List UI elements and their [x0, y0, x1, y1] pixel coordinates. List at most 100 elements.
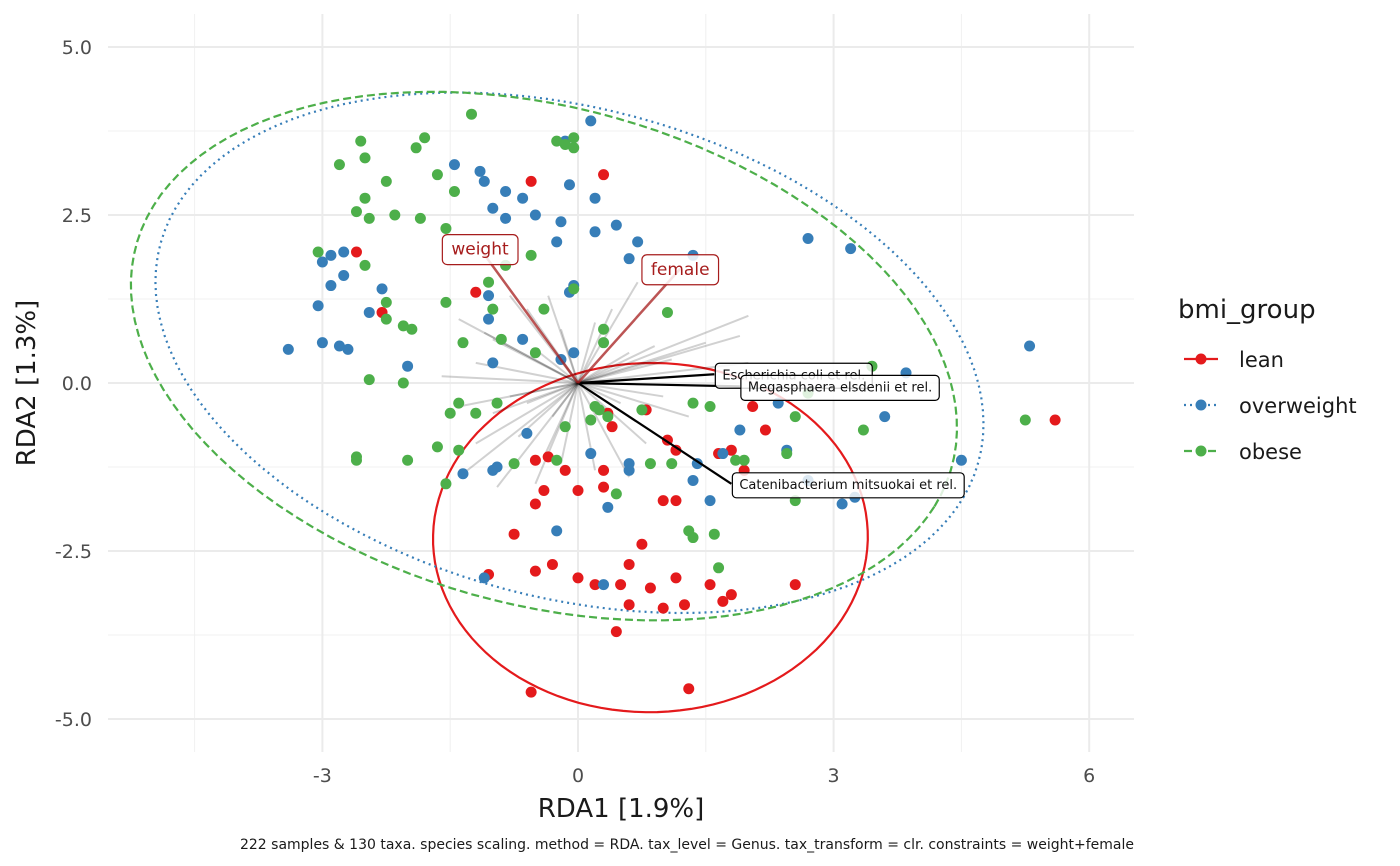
constraint-vectors: weight female	[441, 234, 720, 384]
point-lean	[759, 424, 771, 436]
point-overweight	[632, 236, 644, 248]
point-obese	[525, 249, 537, 261]
point-overweight	[363, 306, 375, 318]
taxon-vector	[577, 382, 664, 398]
point-obese	[789, 411, 801, 423]
point-obese	[559, 138, 571, 150]
point-lean	[615, 579, 627, 591]
point-obese	[559, 421, 571, 433]
point-obese	[483, 276, 495, 288]
point-obese	[585, 414, 597, 426]
point-lean	[538, 485, 550, 497]
point-obese	[538, 303, 550, 315]
taxon-label-text: Megasphaera elsdenii et rel.	[748, 380, 932, 395]
point-obese	[687, 532, 699, 544]
point-obese	[402, 454, 414, 466]
point-lean	[679, 599, 690, 611]
point-obese	[610, 488, 622, 500]
point-obese	[448, 185, 460, 197]
point-overweight	[563, 179, 575, 191]
point-lean	[572, 572, 584, 584]
point-obese	[644, 458, 656, 470]
taxon-vector	[492, 382, 579, 415]
point-overweight	[448, 159, 460, 171]
taxon-vector	[577, 351, 630, 384]
point-overweight	[500, 185, 512, 197]
point-lean	[670, 444, 682, 456]
point-overweight	[551, 525, 563, 537]
point-obese	[333, 159, 345, 171]
point-obese	[1019, 414, 1031, 426]
point-lean	[683, 683, 695, 695]
point-obese	[508, 458, 520, 470]
legend-title: bmi_group	[1178, 295, 1316, 325]
point-overweight	[623, 464, 635, 476]
ellipse-lean	[432, 361, 869, 714]
point-obese	[781, 448, 793, 460]
point-obese	[440, 222, 452, 234]
point-overweight	[474, 165, 486, 177]
taxon-vector	[441, 375, 579, 384]
point-lean	[657, 495, 669, 507]
constraint-label-text: weight	[451, 240, 509, 260]
point-lean	[606, 421, 618, 433]
point-overweight	[845, 243, 857, 255]
point-obese	[466, 108, 477, 120]
point-overweight	[316, 337, 328, 349]
point-obese	[350, 206, 362, 218]
taxon-label-box	[731, 472, 965, 499]
point-overweight	[500, 212, 512, 224]
point-obese	[359, 192, 371, 204]
point-lean	[598, 481, 610, 493]
taxon-vector	[577, 314, 749, 384]
point-obese	[551, 454, 563, 466]
point-overweight	[325, 280, 337, 292]
point-obese	[397, 377, 409, 389]
legend-label: lean	[1239, 348, 1284, 372]
point-overweight	[487, 357, 499, 369]
point-obese	[857, 424, 869, 436]
x-tick-label: 3	[828, 765, 840, 787]
point-overweight	[623, 253, 635, 265]
y-tick-label: 2.5	[62, 205, 92, 227]
point-overweight	[376, 283, 388, 295]
legend-label: obese	[1239, 440, 1302, 464]
point-overweight	[1024, 340, 1036, 352]
point-lean	[1049, 414, 1061, 426]
point-lean	[657, 602, 669, 614]
point-overweight	[312, 300, 324, 312]
taxon-vector	[466, 382, 579, 472]
taxon-vector	[577, 334, 741, 384]
point-overweight	[610, 219, 622, 231]
point-obese	[380, 296, 392, 308]
point-overweight	[402, 360, 414, 372]
point-obese	[666, 458, 678, 470]
point-overweight	[585, 448, 597, 460]
point-obese	[602, 411, 614, 423]
point-overweight	[517, 333, 529, 345]
legend-item-overweight: overweight	[1184, 394, 1357, 418]
point-obese	[713, 562, 725, 574]
point-obese	[355, 135, 367, 147]
point-overweight	[955, 454, 967, 466]
point-lean	[747, 401, 759, 413]
point-lean	[717, 595, 729, 607]
x-tick-label: 6	[1083, 765, 1095, 787]
point-overweight	[282, 343, 294, 355]
point-obese	[487, 303, 499, 315]
point-lean	[525, 175, 537, 187]
point-overweight	[879, 411, 891, 423]
point-lean	[470, 286, 482, 298]
y-axis-ticks: 5.0 2.5 0.0 -2.5 -5.0	[55, 37, 92, 731]
point-lean	[598, 464, 610, 476]
taxon-vector	[577, 382, 690, 418]
point-overweight	[555, 216, 567, 228]
point-overweight	[734, 424, 746, 436]
point-obese	[457, 337, 469, 349]
sample-points	[282, 108, 1061, 698]
caption: 222 samples & 130 taxa. species scaling.…	[240, 837, 1134, 853]
point-obese	[598, 337, 610, 349]
point-obese	[687, 397, 699, 409]
point-obese	[440, 478, 452, 490]
point-obese	[359, 152, 371, 164]
